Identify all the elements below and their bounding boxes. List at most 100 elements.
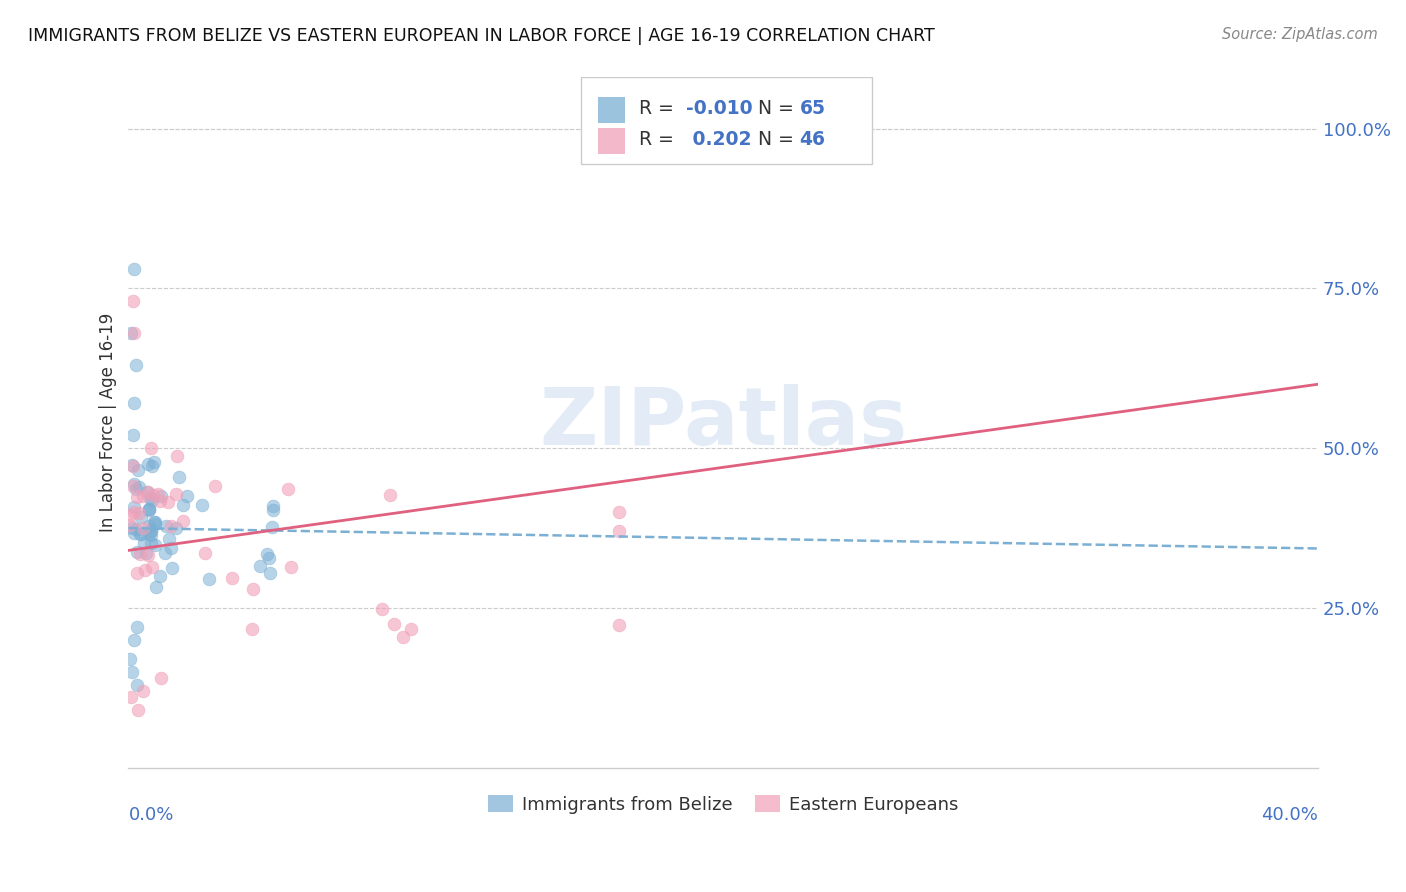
Point [134,563,156,577]
Point [122,632,145,647]
Point [607,505,630,519]
Point [135,546,157,560]
Point [131,684,153,698]
Point [141,560,163,574]
Point [122,479,145,493]
Point [165,521,187,535]
Y-axis label: In Labor Force | Age 16-19: In Labor Force | Age 16-19 [100,313,117,533]
Point [249,558,271,573]
Point [129,509,152,524]
Point [607,617,630,632]
Point [128,506,150,520]
Point [240,622,263,636]
Point [262,499,284,513]
Point [121,521,143,535]
Point [127,490,149,504]
Point [118,508,141,523]
Legend: Immigrants from Belize, Eastern Europeans: Immigrants from Belize, Eastern European… [481,788,966,821]
Point [145,538,167,552]
Point [143,455,166,469]
Point [172,514,194,528]
Point [121,459,143,474]
Point [142,488,165,502]
Point [165,487,187,501]
Point [138,502,160,516]
Text: 0.202: 0.202 [686,130,752,149]
Point [176,489,198,503]
Point [191,498,214,512]
Point [262,503,284,517]
Point [129,526,152,541]
Point [391,630,413,644]
Point [167,469,190,483]
Point [139,491,162,506]
Text: N =: N = [758,99,800,118]
Point [143,515,166,529]
Text: -0.010: -0.010 [686,99,754,118]
Text: R =: R = [638,130,679,149]
Point [122,525,145,540]
Point [141,524,163,538]
Point [125,678,148,692]
Point [124,262,146,277]
Point [125,523,148,537]
Point [160,561,183,575]
Text: N =: N = [758,130,800,149]
Point [157,495,180,509]
Point [221,571,243,585]
Point [141,459,163,474]
Point [120,326,142,340]
Text: 40.0%: 40.0% [1261,805,1319,823]
Point [121,294,143,309]
Point [121,458,143,472]
Point [194,546,217,560]
Text: R =: R = [638,99,679,118]
Text: ZIPatlas: ZIPatlas [538,384,907,461]
Point [371,601,394,615]
Point [172,499,194,513]
Point [378,488,401,502]
Text: 46: 46 [800,130,825,149]
Point [122,505,145,519]
Point [149,489,172,503]
Point [160,541,183,555]
Point [141,493,163,508]
Point [122,326,145,340]
FancyBboxPatch shape [581,78,872,164]
Point [157,532,180,546]
Point [143,517,166,532]
Text: Source: ZipAtlas.com: Source: ZipAtlas.com [1222,27,1378,42]
Point [131,521,153,535]
Point [242,582,264,596]
Point [122,428,145,442]
Point [128,547,150,561]
Point [125,358,148,372]
Point [149,569,172,583]
Point [198,572,221,586]
Point [127,703,149,717]
Point [256,547,278,561]
Point [401,622,423,636]
FancyBboxPatch shape [599,97,624,123]
Point [257,551,280,566]
Point [129,527,152,541]
Point [138,518,160,533]
Point [259,566,281,581]
Point [118,652,141,666]
Point [127,463,149,477]
Point [125,620,148,634]
Point [141,536,163,550]
Point [121,665,143,679]
Point [122,476,145,491]
Point [149,494,172,508]
Point [277,483,299,497]
Text: 0.0%: 0.0% [128,805,174,823]
Point [139,441,162,455]
Point [150,671,173,685]
Point [145,580,167,594]
Point [138,526,160,541]
Point [120,518,142,533]
Point [122,396,145,410]
Point [139,528,162,542]
Point [155,546,177,560]
